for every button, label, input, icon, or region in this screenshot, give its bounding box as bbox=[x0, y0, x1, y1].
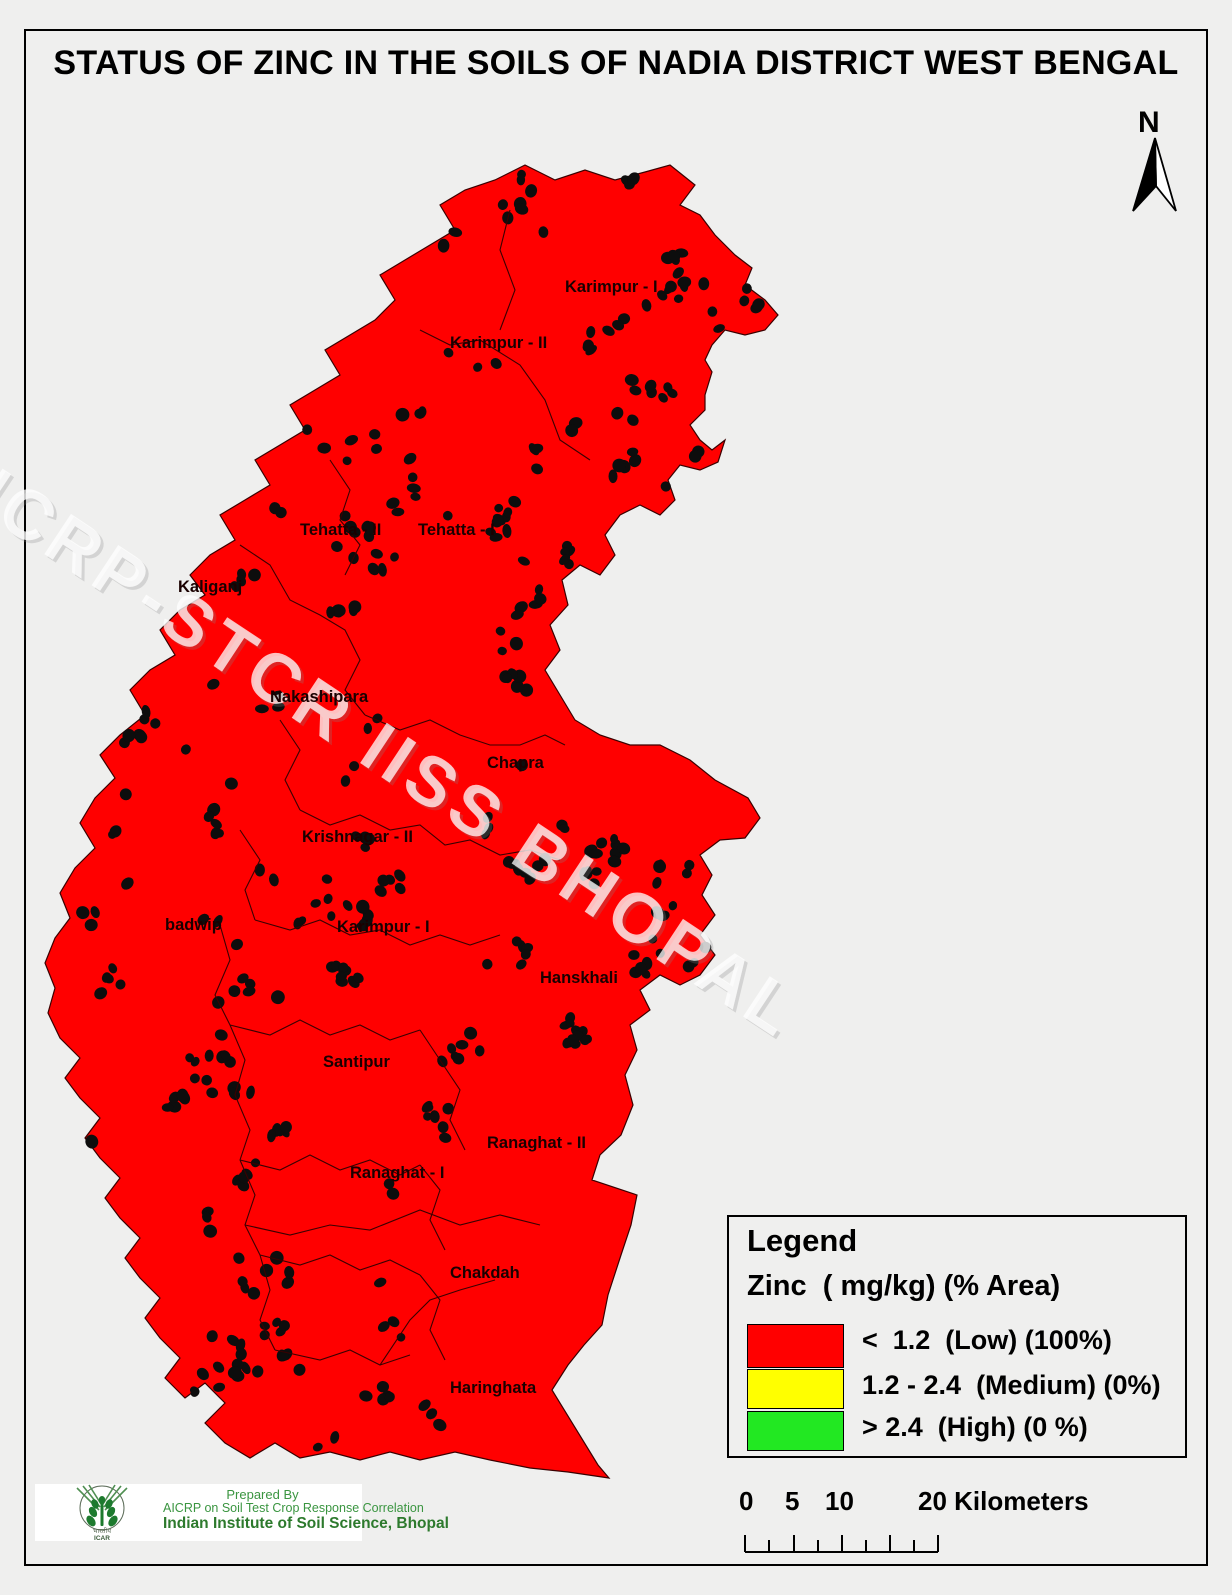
svg-text:Karimpur - I: Karimpur - I bbox=[337, 918, 430, 936]
svg-text:Kaliganj: Kaliganj bbox=[178, 578, 242, 596]
svg-text:Karimpur - I: Karimpur - I bbox=[565, 278, 658, 296]
svg-text:Ranaghat - I: Ranaghat - I bbox=[350, 1164, 444, 1182]
svg-text:Karimpur - II: Karimpur - II bbox=[450, 334, 547, 352]
svg-text:Nakashipara: Nakashipara bbox=[270, 688, 369, 706]
svg-text:Krishnagar - II: Krishnagar - II bbox=[302, 828, 413, 846]
svg-text:Ranaghat - II: Ranaghat - II bbox=[487, 1134, 586, 1152]
svg-text:Tehatta - I: Tehatta - I bbox=[418, 521, 495, 539]
svg-text:Chapra: Chapra bbox=[487, 754, 545, 772]
svg-text:badwip: badwip bbox=[165, 916, 222, 934]
svg-text:Santipur: Santipur bbox=[323, 1053, 390, 1071]
svg-text:Haringhata: Haringhata bbox=[450, 1379, 537, 1397]
svg-text:Hanskhali: Hanskhali bbox=[540, 969, 618, 987]
svg-text:Chakdah: Chakdah bbox=[450, 1264, 520, 1282]
svg-text:Tehatta - II: Tehatta - II bbox=[300, 521, 381, 539]
